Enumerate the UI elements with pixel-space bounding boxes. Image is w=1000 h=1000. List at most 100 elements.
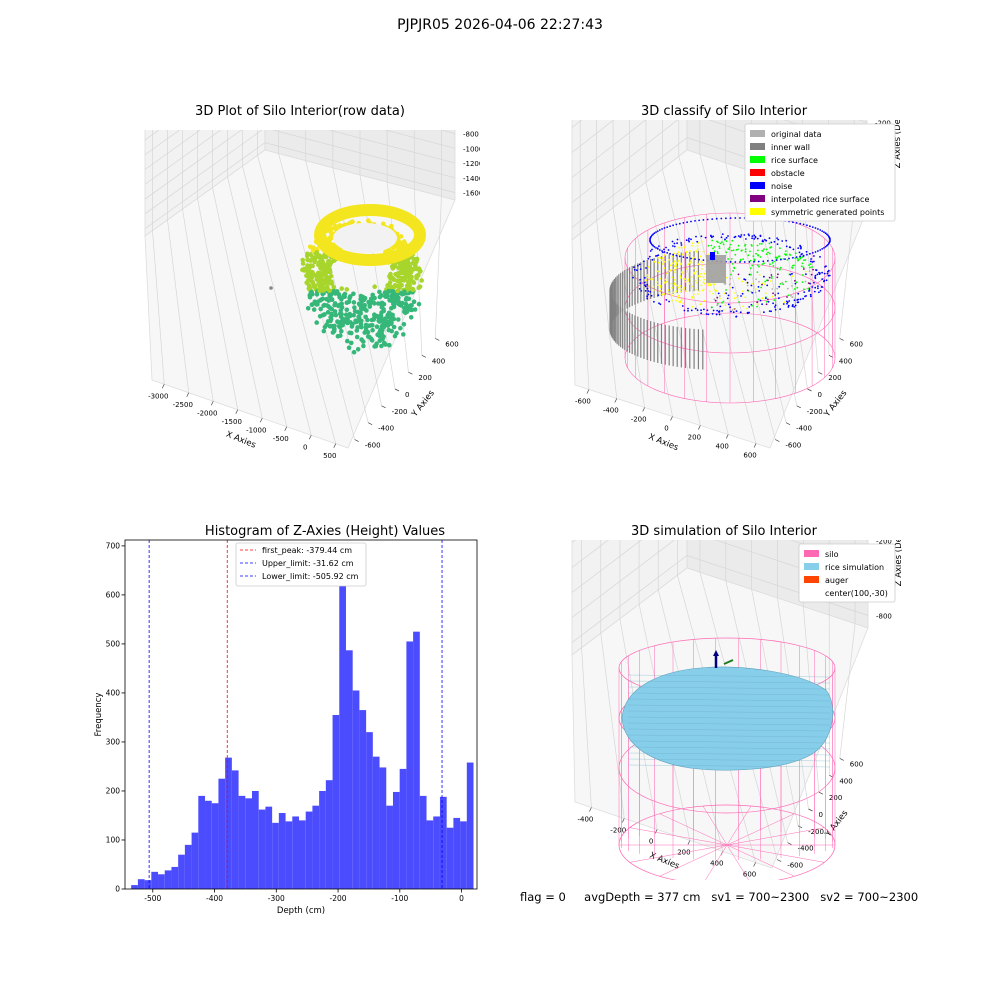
p1-point (324, 286, 329, 292)
p1-point (392, 333, 398, 339)
p2-noise-point (734, 217, 737, 219)
p2-point (637, 264, 639, 267)
p2-point (710, 235, 712, 238)
p2-grid-z (571, 120, 868, 153)
p2-noise-point (725, 217, 727, 220)
p2-point (650, 294, 653, 297)
p2-point (699, 255, 702, 258)
p2-point (783, 301, 786, 303)
p2-point (800, 247, 802, 250)
p2-noise-point (653, 232, 656, 235)
p2-point (723, 292, 726, 295)
p2-point (659, 286, 662, 288)
p4-mesh-line (627, 698, 831, 702)
p2-point (758, 274, 761, 276)
p2-point (802, 266, 805, 269)
p2-point (658, 302, 660, 305)
p2-point (777, 292, 780, 295)
p2-point (663, 267, 666, 269)
p2-point (745, 238, 747, 240)
p1-point (351, 349, 357, 355)
p1-point (343, 312, 349, 318)
p1-point (312, 257, 318, 263)
p2-point (738, 301, 740, 303)
p2-noise-point (720, 217, 723, 220)
p2-point (697, 242, 700, 244)
p2-point (672, 291, 675, 294)
p1-point (381, 340, 387, 346)
p2-point (696, 277, 699, 279)
p2-point (816, 273, 819, 276)
p1-point (398, 325, 403, 331)
p2-point (697, 275, 700, 277)
p2-noise-point (672, 253, 674, 256)
p2-point (677, 286, 680, 289)
p1-point (329, 226, 334, 232)
p1-point (352, 305, 357, 310)
p2-point (684, 278, 686, 281)
p2-point (771, 288, 774, 290)
p2-noise-point (694, 220, 696, 222)
p1-xtick-label: -500 (273, 435, 289, 443)
p2-point (768, 252, 771, 255)
p2-legend-swatch (750, 156, 765, 163)
p1-ytick-mark (381, 405, 386, 409)
p2-point (799, 244, 801, 247)
p4-xtick-label: 400 (710, 860, 723, 868)
p2-point (781, 240, 784, 242)
p2-point (680, 242, 683, 244)
p1-xtick-mark (284, 426, 288, 431)
p2-point (667, 249, 670, 251)
p1-point (358, 311, 363, 316)
p2-point (690, 262, 693, 264)
p2-point (645, 279, 648, 282)
p2-grid-x (612, 207, 645, 408)
p2-noise-point (698, 219, 700, 222)
p2-point (688, 237, 690, 240)
p2-noise-point (661, 228, 663, 230)
p2-point (708, 290, 711, 293)
p2-xtick-mark (753, 443, 757, 448)
p4-floor-spoke (705, 844, 728, 880)
p2-noise-point (690, 257, 692, 260)
p1-grid-x (212, 187, 263, 419)
p2-point (712, 235, 715, 238)
p2-point (809, 260, 812, 263)
p1-xtick-mark (161, 384, 165, 389)
p2-point (787, 294, 790, 297)
p2-point (696, 309, 699, 311)
p2-point (820, 286, 823, 288)
histogram-bar (298, 820, 306, 889)
p2-grid-x (662, 169, 729, 435)
p2-point (725, 289, 727, 291)
p4-mesh-line (627, 686, 831, 690)
p2-noise-point (823, 231, 825, 234)
p1-ztick-label: -800 (463, 131, 479, 139)
p2-point (736, 296, 738, 299)
p1-point (372, 284, 378, 290)
p2-point (808, 270, 811, 273)
p2-zlabel: Z Axies (Depth) (893, 120, 903, 168)
p2-point (781, 281, 784, 284)
p2-point (716, 296, 719, 299)
p1-xtick-mark (259, 418, 263, 423)
p2-point (727, 235, 729, 237)
p2-point (805, 250, 808, 253)
p2-point (786, 259, 789, 261)
p2-point (684, 280, 687, 283)
p2-point (801, 262, 804, 265)
p2-point (824, 266, 826, 268)
p2-xtick-label: 600 (743, 452, 756, 460)
p2-ytick-mark (807, 388, 812, 392)
histogram-bar (419, 795, 427, 889)
p1-point (359, 306, 364, 312)
p2-point (690, 276, 693, 278)
p4-xtick-label: 0 (649, 838, 653, 846)
p2-noise-point (653, 245, 656, 248)
p1-point (317, 271, 322, 276)
p4-legend-swatch (804, 563, 819, 570)
p1-ztick-label: -1200 (463, 160, 480, 168)
p2-point (659, 303, 662, 306)
p1-ytick-label: 0 (405, 391, 409, 399)
p2-noise-point (686, 221, 688, 224)
